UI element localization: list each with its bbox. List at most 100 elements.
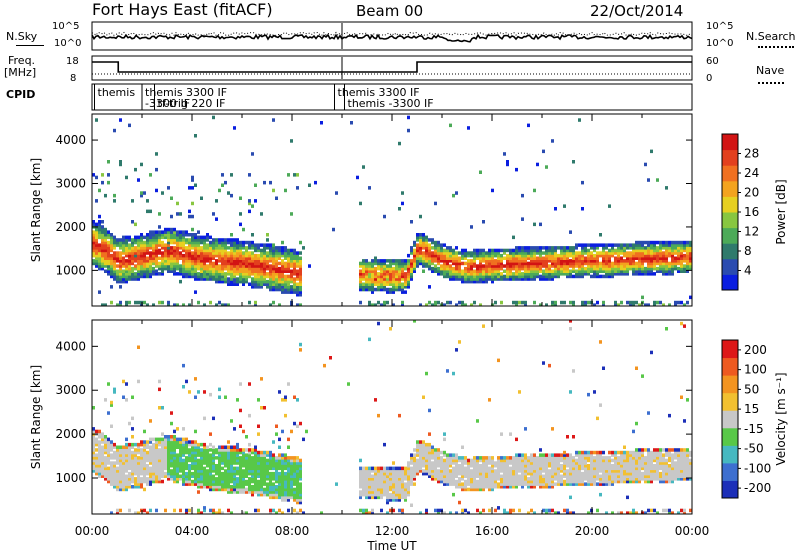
data-cell: [623, 246, 626, 250]
data-cell: [527, 266, 530, 271]
data-cell: [263, 274, 266, 279]
data-cell: [383, 469, 386, 473]
data-cell: [272, 269, 275, 273]
data-cell: [122, 469, 125, 473]
data-cell: [194, 269, 197, 273]
data-cell: [683, 266, 686, 271]
data-cell: [440, 466, 443, 471]
velocity-cells: [92, 320, 692, 514]
data-cell: [140, 162, 143, 167]
data-cell: [212, 243, 215, 247]
data-cell: [362, 287, 365, 292]
data-cell: [155, 261, 158, 266]
data-cell: [248, 477, 251, 481]
data-cell: [125, 485, 128, 489]
data-cell: [290, 269, 293, 273]
data-cell: [269, 277, 272, 281]
data-cell: [488, 485, 491, 489]
data-cell: [548, 456, 551, 460]
data-cell: [410, 261, 413, 266]
data-cell: [128, 445, 131, 449]
data-cell: [518, 264, 521, 268]
data-cell: [275, 474, 278, 478]
data-cell: [122, 248, 125, 253]
data-cell: [668, 269, 671, 273]
data-cell: [176, 272, 179, 276]
data-cell: [392, 498, 395, 502]
data-cell: [665, 269, 668, 273]
data-cell: [680, 300, 683, 305]
data-cell: [281, 266, 284, 271]
data-cell: [569, 471, 572, 476]
data-cell: [116, 303, 119, 306]
data-cell: [578, 261, 581, 266]
data-cell: [290, 458, 293, 463]
data-cell: [269, 495, 272, 500]
data-cell: [236, 253, 239, 258]
data-cell: [449, 461, 452, 465]
data-cell: [95, 253, 98, 258]
data-cell: [554, 453, 557, 457]
data-cell: [143, 259, 146, 263]
data-cell: [170, 253, 173, 258]
data-cell: [566, 272, 569, 276]
data-cell: [149, 261, 152, 266]
data-cell: [407, 279, 410, 284]
data-cell: [410, 471, 413, 476]
data-cell: [155, 248, 158, 253]
data-cell: [230, 453, 233, 457]
data-cell: [428, 261, 431, 266]
data-cell: [584, 471, 587, 476]
data-cell: [458, 469, 461, 473]
data-cell: [467, 466, 470, 471]
data-cell: [368, 477, 371, 481]
data-cell: [488, 251, 491, 255]
data-cell: [572, 160, 575, 164]
data-cell: [275, 279, 278, 284]
data-cell: [182, 461, 185, 465]
data-cell: [107, 458, 110, 463]
data-cell: [395, 279, 398, 284]
data-cell: [149, 508, 152, 513]
data-cell: [656, 269, 659, 273]
data-cell: [224, 246, 227, 250]
data-cell: [458, 458, 461, 463]
data-cell: [236, 246, 239, 250]
data-cell: [377, 282, 380, 286]
data-cell: [419, 461, 422, 465]
data-cell: [368, 272, 371, 276]
data-cell: [467, 477, 470, 481]
data-cell: [158, 256, 161, 260]
data-cell: [176, 253, 179, 258]
data-cell: [284, 474, 287, 478]
data-cell: [269, 269, 272, 273]
data-cell: [452, 253, 455, 258]
data-cell: [524, 453, 527, 457]
data-cell: [251, 279, 254, 284]
data-cell: [596, 264, 599, 268]
data-cell: [374, 287, 377, 292]
data-cell: [293, 461, 296, 465]
data-cell: [146, 445, 149, 449]
data-cell: [236, 471, 239, 476]
data-cell: [647, 178, 650, 182]
data-cell: [131, 485, 134, 489]
data-cell: [359, 471, 362, 476]
data-cell: [125, 448, 128, 452]
data-cell: [92, 469, 95, 473]
data-cell: [242, 479, 245, 484]
data-cell: [182, 269, 185, 273]
data-cell: [491, 277, 494, 281]
data-cell: [623, 243, 626, 247]
data-cell: [647, 272, 650, 276]
data-cell: [425, 261, 428, 266]
data-cell: [161, 432, 164, 436]
data-cell: [470, 274, 473, 279]
data-cell: [266, 490, 269, 494]
data-cell: [245, 482, 248, 486]
data-cell: [593, 248, 596, 253]
data-cell: [200, 456, 203, 460]
data-cell: [188, 474, 191, 478]
data-cell: [212, 416, 215, 421]
data-cell: [533, 458, 536, 463]
